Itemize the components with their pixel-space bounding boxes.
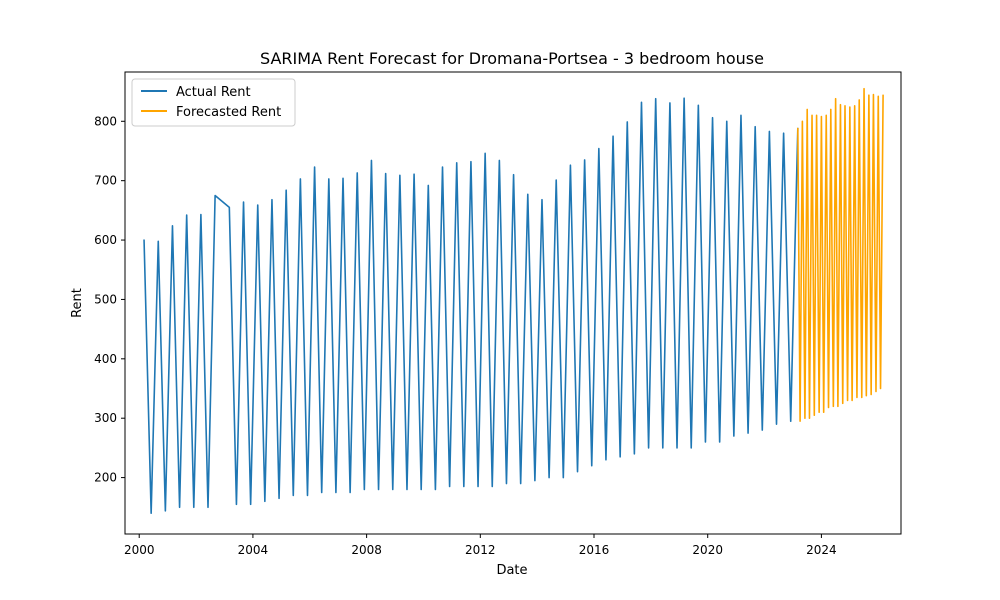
plot-frame (124, 71, 902, 535)
chart-title: SARIMA Rent Forecast for Dromana-Portsea… (260, 49, 764, 68)
y-tick-label: 600 (94, 233, 117, 247)
legend-label-actual-rent: Actual Rent (176, 85, 251, 100)
x-tick-label: 2024 (806, 543, 837, 557)
legend-label-forecasted-rent: Forecasted Rent (176, 105, 281, 120)
x-tick-label: 2008 (351, 543, 382, 557)
y-axis-ticks: 200 300 400 500 600 700 800 (94, 114, 125, 485)
x-tick-label: 2000 (124, 543, 155, 557)
series-line-actual-rent (143, 97, 799, 515)
x-axis-ticks: 2000 2004 2008 2012 2016 2020 2024 (124, 534, 837, 557)
legend: Actual Rent Forecasted Rent (131, 78, 296, 127)
y-tick-label: 500 (94, 292, 117, 306)
x-tick-label: 2012 (465, 543, 496, 557)
x-tick-label: 2020 (692, 543, 723, 557)
x-tick-label: 2016 (579, 543, 610, 557)
y-tick-label: 300 (94, 411, 117, 425)
x-axis-label: Date (496, 563, 527, 578)
y-tick-label: 800 (94, 114, 117, 128)
y-tick-label: 400 (94, 352, 117, 366)
y-tick-label: 200 (94, 471, 117, 485)
x-tick-label: 2004 (238, 543, 269, 557)
series-layer (143, 87, 884, 515)
legend-box (131, 78, 296, 127)
series-line-forecasted-rent (797, 87, 884, 422)
y-tick-label: 700 (94, 174, 117, 188)
y-axis-label: Rent (70, 288, 85, 318)
